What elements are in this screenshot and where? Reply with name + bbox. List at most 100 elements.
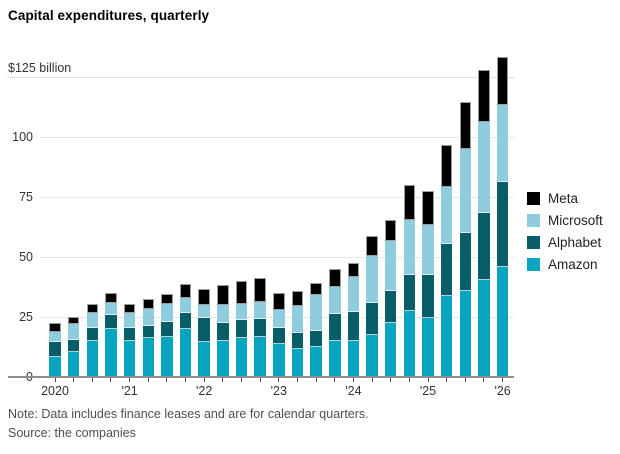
bar-segment-amazon-2020-q1: [49, 356, 61, 377]
bar-segment-meta-2020-q3: [86, 304, 99, 313]
bar-segment-alphabet-2023-q4: [329, 313, 341, 342]
x-tick-2025-q4: [483, 378, 485, 382]
x-tick-2020-q2: [73, 378, 75, 382]
bar-segment-alphabet-2022-q2: [217, 323, 229, 341]
bar-segment-microsoft-2024-q4: [403, 220, 416, 276]
x-tick-2020-q4: [110, 378, 112, 382]
bar-segment-alphabet-2023-q3: [310, 330, 322, 347]
legend-swatch-amazon: [527, 257, 540, 271]
legend-item-alphabet: Alphabet: [527, 231, 603, 253]
bar-segment-alphabet-2020-q1: [49, 341, 61, 357]
bar-segment-meta-2022-q2: [217, 284, 229, 305]
bar-segment-microsoft-2025-q3: [459, 149, 472, 233]
x-tick-2025-q1: [427, 378, 429, 382]
bar-segment-meta-2022-q1: [198, 289, 210, 305]
x-tick-2023-q1: [278, 378, 280, 382]
x-tick-2021-q1: [129, 378, 131, 382]
x-tick-2022-q2: [222, 378, 224, 382]
y-axis-label-50: 50: [19, 250, 33, 264]
x-tick-2023-q4: [334, 378, 336, 382]
bar-segment-microsoft-2024-q2: [366, 256, 378, 303]
bar-segment-meta-2024-q1: [347, 263, 360, 277]
bar-segment-alphabet-2022-q4: [254, 319, 266, 338]
bar-segment-microsoft-2024-q1: [347, 276, 360, 312]
x-axis-label-25: '25: [419, 384, 437, 398]
bar-segment-alphabet-2024-q1: [347, 311, 360, 342]
bar-segment-amazon-2021-q1: [123, 341, 136, 377]
gridline-100: [40, 137, 514, 138]
bar-segment-amazon-2024-q4: [403, 311, 416, 377]
bar-segment-alphabet-2023-q1: [273, 328, 285, 345]
bar-segment-microsoft-2021-q4: [179, 298, 192, 313]
bar-segment-microsoft-2021-q2: [142, 309, 154, 327]
bar-segment-meta-2021-q4: [179, 284, 192, 299]
bar-segment-microsoft-2021-q3: [161, 304, 173, 322]
bar-segment-meta-2020-q4: [105, 293, 117, 303]
bar-segment-microsoft-2026-q1: [496, 104, 509, 183]
bar-segment-alphabet-2021-q4: [179, 312, 192, 329]
bar-segment-microsoft-2021-q1: [123, 312, 136, 328]
bar-segment-amazon-2023-q3: [310, 347, 322, 377]
bar-segment-amazon-2023-q1: [273, 344, 285, 377]
y-axis-label-100: 100: [12, 130, 33, 144]
x-tick-2020-q1: [54, 378, 56, 382]
bar-segment-amazon-2022-q4: [254, 337, 266, 377]
bar-segment-microsoft-2024-q3: [384, 241, 397, 292]
bar-segment-alphabet-2023-q2: [291, 332, 304, 349]
bar-segment-meta-2022-q3: [235, 281, 248, 305]
bar-segment-amazon-2026-q1: [496, 267, 509, 377]
x-tick-2023-q2: [296, 378, 298, 382]
bar-segment-meta-2021-q1: [123, 303, 136, 313]
chart-note: Note: Data includes finance leases and a…: [8, 407, 369, 421]
bar-segment-meta-2025-q3: [459, 101, 472, 150]
bar-segment-amazon-2022-q1: [198, 341, 210, 377]
bar-segment-alphabet-2025-q4: [478, 213, 490, 280]
bar-segment-microsoft-2020-q2: [67, 324, 80, 341]
bar-segment-meta-2022-q4: [254, 278, 266, 302]
bar-segment-meta-2024-q3: [384, 219, 397, 242]
x-tick-2025-q3: [464, 378, 466, 382]
bar-segment-amazon-2024-q3: [384, 322, 397, 377]
x-tick-2021-q3: [166, 378, 168, 382]
bar-segment-microsoft-2022-q1: [198, 304, 210, 319]
bar-segment-alphabet-2020-q3: [86, 328, 99, 341]
gridline-75: [40, 197, 514, 198]
x-tick-2026-q1: [502, 378, 504, 382]
legend-item-microsoft: Microsoft: [527, 209, 603, 231]
x-tick-2022-q4: [259, 378, 261, 382]
bar-segment-meta-2020-q2: [67, 317, 80, 325]
bar-segment-microsoft-2025-q2: [440, 186, 453, 244]
bar-segment-alphabet-2025-q3: [459, 233, 472, 292]
bar-segment-amazon-2021-q2: [142, 338, 154, 377]
legend-swatch-meta: [527, 191, 540, 205]
bar-segment-meta-2020-q1: [49, 323, 61, 332]
bar-segment-microsoft-2022-q3: [235, 304, 248, 321]
bar-segment-alphabet-2025-q2: [440, 243, 453, 297]
bar-segment-amazon-2025-q3: [459, 291, 472, 377]
bar-segment-alphabet-2025-q1: [422, 275, 434, 318]
bar-segment-amazon-2021-q4: [179, 328, 192, 377]
bar-segment-microsoft-2023-q1: [273, 310, 285, 329]
x-axis-label-26: '26: [494, 384, 511, 398]
x-tick-2024-q1: [352, 378, 354, 382]
y-axis-label-75: 75: [19, 190, 33, 204]
x-tick-2024-q2: [371, 378, 373, 382]
bar-segment-meta-2023-q1: [273, 292, 285, 311]
bar-segment-microsoft-2023-q2: [291, 305, 304, 333]
bar-segment-amazon-2025-q1: [422, 317, 434, 377]
x-axis-label-2020: 2020: [41, 384, 69, 398]
bar-segment-meta-2023-q4: [329, 268, 341, 287]
x-tick-2023-q3: [315, 378, 317, 382]
bar-segment-microsoft-2023-q4: [329, 286, 341, 314]
x-tick-2022-q3: [241, 378, 242, 382]
bar-segment-amazon-2020-q3: [86, 341, 99, 377]
bar-segment-alphabet-2021-q3: [161, 321, 173, 337]
bar-segment-alphabet-2020-q4: [105, 315, 117, 330]
bar-segment-alphabet-2022-q1: [198, 318, 210, 342]
legend-swatch-alphabet: [527, 235, 540, 249]
x-tick-2022-q1: [203, 378, 205, 382]
legend-label-alphabet: Alphabet: [548, 234, 602, 250]
bar-segment-microsoft-2025-q4: [478, 121, 490, 214]
bar-segment-microsoft-2020-q3: [86, 312, 99, 329]
